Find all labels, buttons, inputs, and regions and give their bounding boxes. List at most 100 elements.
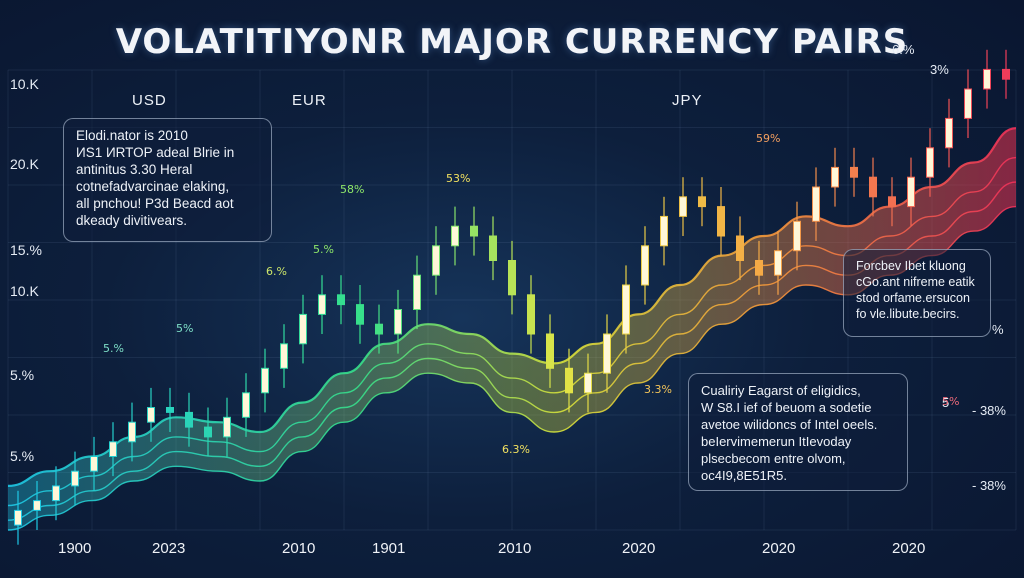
pct-marker: 5% xyxy=(942,395,960,408)
series-line-1 xyxy=(7,127,1017,487)
candle-body xyxy=(850,166,858,178)
candle-body xyxy=(33,500,41,511)
candle-body xyxy=(413,274,421,311)
annotation-line: plsecbecom entre olvom, xyxy=(701,451,846,466)
y-label-right: 5 xyxy=(942,395,950,410)
y-label-right: - 38% xyxy=(972,403,1006,418)
x-label: 1901 xyxy=(372,540,406,557)
x-label: 2023 xyxy=(152,540,186,557)
y-label-right: % xyxy=(992,322,1004,337)
pct-marker: 5.% xyxy=(103,342,124,355)
candle-body xyxy=(565,367,573,394)
annotation-line: beIervimemerun ItIevoday xyxy=(701,434,852,449)
x-label: 2010 xyxy=(498,540,532,557)
pct-marker: 5.% xyxy=(313,243,334,256)
candle-body xyxy=(394,309,402,335)
x-label: 2020 xyxy=(762,540,796,557)
candlesticks xyxy=(14,49,1010,545)
candle-body xyxy=(261,367,269,394)
y-label-right: - 38% xyxy=(972,478,1006,493)
candle-body xyxy=(945,117,953,149)
y-label: 20.K xyxy=(10,156,39,172)
candle-body xyxy=(1002,68,1010,80)
annotation-line: all pnchou! P3d Beacd aot xyxy=(76,196,234,211)
pct-marker: 53% xyxy=(446,172,471,185)
pct-marker: 3.3% xyxy=(644,383,672,396)
chart-title: VOLATITIYONR MAJOR CURRENCY PAIRS xyxy=(115,22,909,62)
x-label: 2020 xyxy=(892,540,926,557)
candle-body xyxy=(907,176,915,208)
pct-marker: 59% xyxy=(756,132,781,145)
annotation-line: Elodi.nator is 2010 xyxy=(76,128,188,143)
annotation-line: W S8.I ief of beuom a sodetie xyxy=(701,400,872,415)
x-label: 2020 xyxy=(622,540,656,557)
candle-body xyxy=(983,68,991,90)
candle-body xyxy=(337,294,345,306)
candle-body xyxy=(717,206,725,237)
candle-body xyxy=(451,225,459,247)
candle-body xyxy=(926,147,934,178)
candle-body xyxy=(204,426,212,438)
pct-marker: 5% xyxy=(176,322,194,335)
y-label: 10.K xyxy=(10,76,39,92)
y-label: 5.% xyxy=(10,367,35,383)
candle-body xyxy=(812,186,820,222)
annotation-line: fo vle.libute.becirs. xyxy=(856,307,960,321)
candle-body xyxy=(318,294,326,315)
annotation-line: Forcbev Ibet kluong xyxy=(856,259,966,273)
candle-body xyxy=(698,196,706,208)
y-label: 10.K xyxy=(10,283,39,299)
candle-body xyxy=(470,225,478,237)
volatility-band xyxy=(8,128,1016,530)
annotation-line: ИS1 ИRTOP adeal Blrie in xyxy=(76,145,235,160)
candle-body xyxy=(527,294,535,335)
annotation-bottom: Cualiriy Eagarst of eligidics, W S8.I ie… xyxy=(688,373,908,491)
candle-body xyxy=(774,250,782,276)
pct-marker: 58% xyxy=(340,183,365,196)
candle-body xyxy=(166,407,174,413)
candle-body xyxy=(964,88,972,119)
x-label: 1900 xyxy=(58,540,92,557)
candle-body xyxy=(90,456,98,472)
candle-body xyxy=(280,343,288,369)
candle-body xyxy=(793,220,801,252)
candle-body xyxy=(242,392,250,418)
x-label: 2010 xyxy=(282,540,316,557)
annotation-line: avetoe wilidoncs of Intel oeels. xyxy=(701,417,878,432)
annotation-line: oc4I9,8E51R5. xyxy=(701,468,788,483)
candle-body xyxy=(128,421,136,443)
candle-body xyxy=(603,333,611,374)
candle-body xyxy=(375,323,383,335)
candle-body xyxy=(147,407,155,423)
candle-body xyxy=(831,166,839,188)
candle-body xyxy=(489,235,497,261)
candle-body xyxy=(299,313,307,345)
annotation-line: cGo.ant nifreme eatik xyxy=(856,275,975,289)
annotation-line: antinitus 3.30 Heral xyxy=(76,162,193,177)
candle-body xyxy=(71,470,79,487)
candle-body xyxy=(14,509,22,526)
candle-body xyxy=(223,416,231,438)
candle-body xyxy=(356,304,364,325)
candle-body xyxy=(52,485,60,502)
candle-body xyxy=(736,235,744,261)
candle-body xyxy=(508,260,516,296)
y-label-right: 3% xyxy=(930,62,949,77)
candle-body xyxy=(888,196,896,208)
annotation-line: dkeady divitivears. xyxy=(76,213,188,228)
candle-body xyxy=(584,372,592,394)
currency-label-eur: EUR xyxy=(292,92,327,109)
annotation-line: Cualiriy Eagarst of eligidics, xyxy=(701,383,861,398)
candle-body xyxy=(755,260,763,276)
candle-body xyxy=(622,284,630,335)
pct-marker: 6.3% xyxy=(502,443,530,456)
y-label: 5.% xyxy=(10,448,35,464)
pct-marker: 6.% xyxy=(266,265,287,278)
annotation-right: Forcbev Ibet kluong cGo.ant nifreme eati… xyxy=(843,249,991,337)
candle-body xyxy=(679,196,687,217)
candle-body xyxy=(641,245,649,286)
currency-label-jpy: JPY xyxy=(672,92,703,109)
annotation-top-left: Elodi.nator is 2010 ИS1 ИRTOP adeal Blri… xyxy=(63,118,272,242)
candle-body xyxy=(432,245,440,276)
